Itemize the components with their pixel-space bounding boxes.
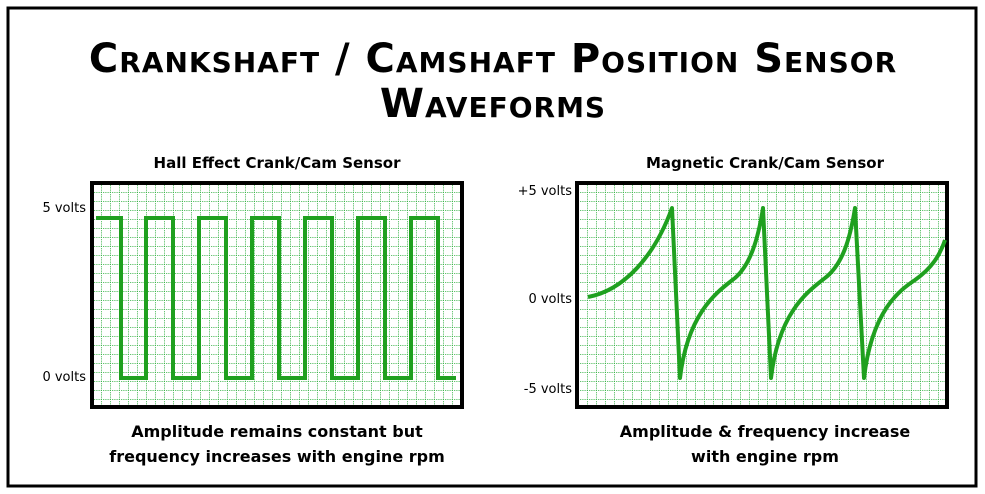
- caption: frequency increases with engine rpm: [109, 447, 445, 466]
- axis-label: -5 volts: [524, 382, 572, 397]
- plot-box: [575, 181, 949, 409]
- magnetic-wave: [587, 206, 947, 380]
- caption: Amplitude remains constant but: [131, 422, 423, 441]
- axis-label: 0 volts: [528, 292, 572, 307]
- title-line: Waveforms: [380, 81, 606, 127]
- panel-title: Hall Effect Crank/Cam Sensor: [154, 154, 402, 172]
- axis-label: 0 volts: [42, 370, 86, 385]
- title-line: Crankshaft / Camshaft Position Sensor: [89, 36, 897, 82]
- panel-title: Magnetic Crank/Cam Sensor: [646, 154, 885, 172]
- axis-label: +5 volts: [518, 184, 573, 199]
- caption: Amplitude & frequency increase: [620, 422, 911, 441]
- caption: with engine rpm: [691, 447, 839, 466]
- square-wave: [96, 216, 456, 380]
- axis-label: 5 volts: [42, 201, 86, 216]
